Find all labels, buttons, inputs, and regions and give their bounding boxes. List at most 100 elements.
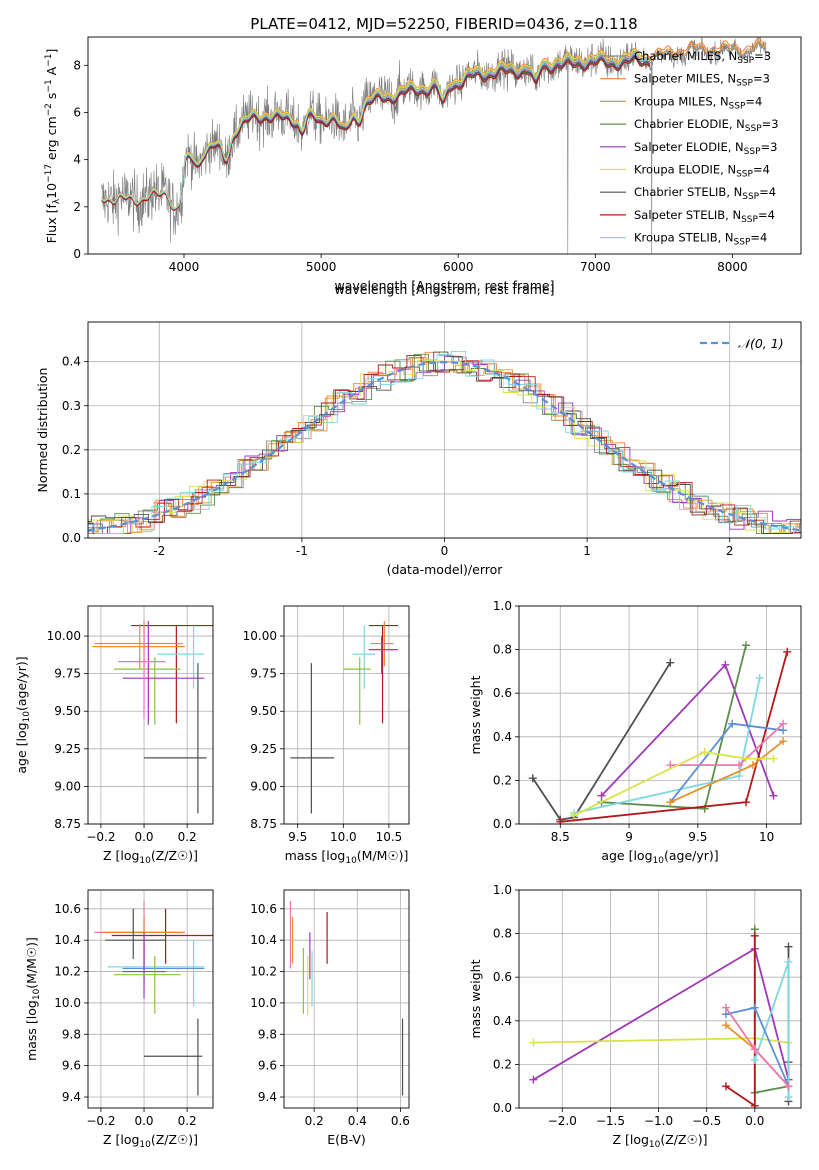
tick-label-x: 10.5 [376,830,403,844]
tick-label-y: 0.3 [62,399,81,413]
x-axis-label: wavelength [Angstrom, rest frame] [334,282,554,297]
legend-label: Kroupa MILES, NSSP=4 [634,94,762,111]
weight-marker [735,772,744,781]
plot-area-weight_vs_age [528,641,792,824]
axes-mass_vs_Z: −0.2 0.0 0.2 9.4 9.6 9.8 10.0 10.2 10.4 10.6 Z [lo… [24,889,214,1150]
tick-label-y: 10.0 [54,996,81,1010]
axes-frame [518,889,802,1109]
legend-label: Salpeter STELIB, NSSP=4 [634,208,775,225]
tick-label-x: 2 [726,544,734,558]
axes-spectrum: 4000 5000 6000 7000 8000 0 2 4 6 8 wavelength [Ang… [44,36,802,297]
y-axis-label: mass [log10(M/M☉)] [24,937,42,1061]
y-axis-label: age [log10(age/yr)] [14,656,32,773]
tick-label-x: 0.2 [178,1114,197,1128]
x-axis-label: E(B-V) [327,1132,366,1147]
tick-label-y: 9.6 [62,1059,81,1073]
tick-label-y: 10.4 [250,933,277,947]
tick-label-y: 0.0 [493,1101,512,1115]
weight-marker [750,1101,759,1108]
weight-marker [750,1003,759,1012]
x-axis-label: wavelength [Angstrom, rest frame] [334,278,554,293]
tick-label-x: 9.5 [688,830,707,844]
tick-label-x: 0.0 [134,830,153,844]
plot-area-mass_vs_ebv [289,900,404,1096]
tick-label-y: 2 [73,200,81,214]
weight-marker [750,931,759,940]
x-axis-label: mass [log10(M/M☉)] [285,848,409,866]
legend: Chabrier MILES, NSSP=3 Salpeter MILES, NS… [600,49,779,248]
tick-label-y: 10.00 [243,629,277,643]
tick-label-y: 0 [73,247,81,261]
plot-area-residuals [88,350,801,535]
legend-label: Chabrier STELIB, NSSP=4 [634,185,776,202]
weight-marker [741,798,750,807]
tick-label-y: 9.4 [258,1090,277,1104]
tick-label-x: 0.6 [391,1114,410,1128]
tick-label-y: 9.8 [258,1027,277,1041]
axes-frame [283,605,410,825]
legend-label: Chabrier MILES, NSSP=3 [634,49,771,66]
tick-label-y: 10.6 [54,902,81,916]
tick-label-x: 0.4 [348,1114,367,1128]
legend-label: Kroupa STELIB, NSSP=4 [634,231,767,248]
tick-label-y: 9.00 [250,779,277,793]
weight-marker [556,817,565,824]
tick-label-x: 8000 [717,260,748,274]
tick-label-y: 10.0 [250,996,277,1010]
tick-label-y: 0.6 [493,970,512,984]
normal-reference-curve [88,360,801,532]
weight-marker [750,1045,759,1054]
tick-label-y: 0.0 [62,531,81,545]
axes-frame [283,889,410,1109]
weight-marker [528,774,537,783]
tick-label-y: 0.8 [493,643,512,657]
tick-label-x: 0.2 [305,1114,324,1128]
axes-residuals: -2 -1 0 1 2 0.0 0.1 0.2 0.3 0.4 (data-model)/error… [35,321,802,577]
weight-marker [750,1056,759,1065]
weight-marker [755,673,764,682]
axes-age_vs_Z: −0.2 0.0 0.2 8.75 9.00 9.25 9.50 9.75 10.00 Z [lo… [14,605,214,866]
x-axis-label: Z [log10(Z/Z☉)] [103,848,198,866]
weight-marker [784,942,793,951]
tick-label-y: 0.4 [493,1014,512,1028]
tick-label-x: -2 [153,544,165,558]
tick-label-x: 4000 [169,260,200,274]
axes-weight_vs_age: 8.5 9 9.5 10 0.0 0.2 0.4 0.6 0.8 1.0 age [log10(ag… [468,599,802,866]
histogram-chabrier_elodie [88,353,801,535]
tick-label-x: 1 [583,544,591,558]
plot-area-age_vs_Z [92,621,213,814]
tick-label-x: 7000 [580,260,611,274]
weight-marker [529,1038,538,1047]
weight-marker [783,647,792,656]
weight-marker [666,798,675,807]
x-axis-label: Z [log10(Z/Z☉)] [612,1132,707,1150]
weight-line [532,662,672,821]
tick-label-y: 9.50 [54,704,81,718]
axes-weight_vs_Z: −2.0 −1.5 −1.0 −0.5 0.0 0.0 0.2 0.4 0.6 0.8 1.0 Z [… [468,883,802,1150]
tick-label-x: 8.5 [551,830,570,844]
weight-marker [741,754,750,763]
weight-marker [700,748,709,757]
y-axis-label: Normed distribution [35,368,50,493]
weight-marker [570,811,579,820]
histogram-salpeter_stelib [88,355,801,535]
weight-marker [779,737,788,746]
tick-label-y: 0.2 [493,1057,512,1071]
model-line [101,57,650,212]
x-axis-label: (data-model)/error [387,562,504,577]
tick-label-x: 10.0 [330,830,357,844]
tick-label-y: 0.4 [62,355,81,369]
tick-label-x: 9.5 [288,830,307,844]
tick-label-y: 10.00 [47,629,81,643]
x-axis-label: age [log10(age/yr)] [601,848,718,866]
tick-label-x: -1 [296,544,308,558]
weight-marker [784,1093,793,1102]
axes-frame [87,321,802,539]
model-line [101,48,650,210]
tick-label-x: 0 [441,544,449,558]
tick-label-x: −1.5 [596,1114,625,1128]
tick-label-y: 8 [73,58,81,72]
axes-frame [87,605,214,825]
histogram-salpeter_miles [88,351,801,535]
tick-label-y: 4 [73,153,81,167]
